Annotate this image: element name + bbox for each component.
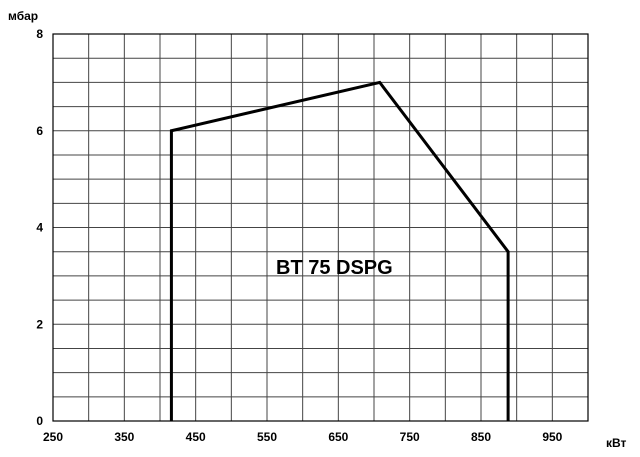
y-axis-label: мбар	[8, 9, 38, 23]
y-tick-label: 6	[36, 124, 43, 138]
x-tick-label: 950	[542, 430, 562, 444]
y-tick-labels: 0 2 4 6 8	[36, 27, 43, 428]
x-tick-label: 450	[186, 430, 206, 444]
y-tick-label: 8	[36, 27, 43, 41]
grid	[52, 33, 589, 422]
chart-annotation: BT 75 DSPG	[276, 257, 393, 279]
y-tick-label: 4	[36, 221, 43, 235]
plot-frame	[52, 33, 589, 422]
x-tick-label: 850	[471, 430, 491, 444]
x-tick-label: 250	[43, 430, 63, 444]
x-tick-label: 650	[328, 430, 348, 444]
x-tick-label: 350	[114, 430, 134, 444]
x-tick-label: 750	[400, 430, 420, 444]
y-tick-label: 2	[36, 317, 43, 331]
y-tick-label: 0	[36, 414, 43, 428]
series-group	[169, 80, 510, 421]
x-tick-labels: 250 350 450 550 650 750 850 950	[43, 430, 563, 444]
x-axis-label: кВт	[606, 436, 627, 450]
series-line	[169, 80, 510, 421]
plot-border	[52, 33, 589, 422]
x-tick-label: 550	[257, 430, 277, 444]
